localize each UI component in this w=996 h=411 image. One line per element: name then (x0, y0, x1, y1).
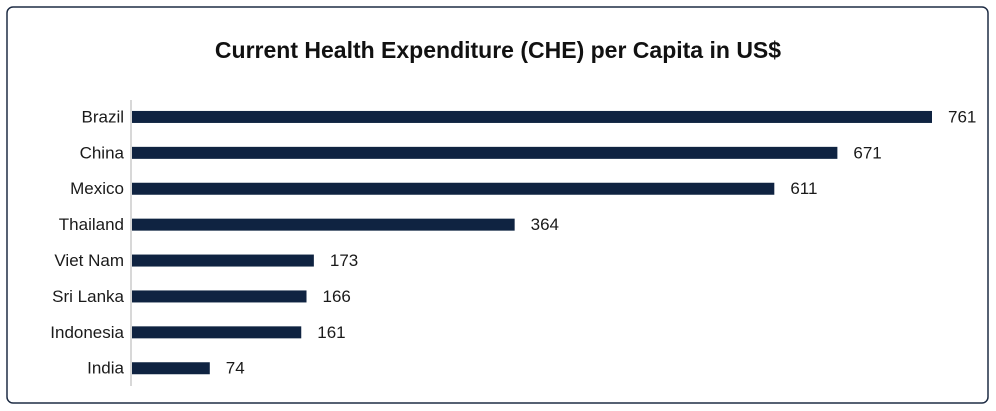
chart-border (6, 6, 989, 404)
value-label: 166 (323, 287, 351, 306)
value-label: 671 (853, 143, 881, 162)
category-label: Viet Nam (54, 251, 124, 270)
bar (132, 254, 314, 267)
category-label: Indonesia (50, 323, 124, 342)
category-label: Sri Lanka (52, 287, 124, 306)
category-label: Thailand (59, 215, 124, 234)
value-label: 173 (330, 251, 358, 270)
value-label: 364 (531, 215, 559, 234)
chart-title: Current Health Expenditure (CHE) per Cap… (215, 37, 781, 63)
bar (132, 218, 515, 231)
bar (132, 290, 307, 303)
bar (132, 362, 210, 375)
category-label: India (87, 359, 124, 378)
bar (132, 326, 302, 339)
bar (132, 182, 775, 195)
bar (132, 146, 838, 159)
category-label: China (80, 143, 125, 162)
value-label: 761 (948, 107, 976, 126)
value-label: 161 (317, 323, 345, 342)
category-label: Mexico (70, 179, 124, 198)
value-label: 74 (226, 359, 245, 378)
category-label: Brazil (81, 107, 124, 126)
bar (132, 110, 932, 123)
value-label: 611 (790, 179, 817, 198)
